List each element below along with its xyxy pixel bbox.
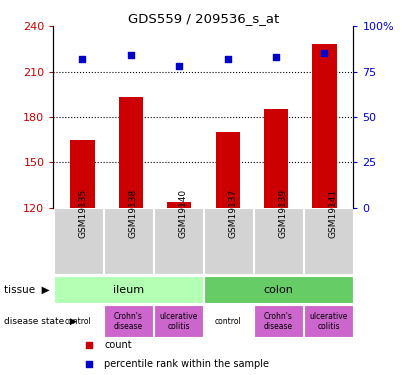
Text: disease state  ▶: disease state ▶ <box>4 317 77 326</box>
Bar <box>254 208 303 274</box>
Text: GSM19135: GSM19135 <box>79 189 88 238</box>
Bar <box>312 44 337 208</box>
Text: Crohn's
disease: Crohn's disease <box>264 312 293 331</box>
Text: GSM19137: GSM19137 <box>229 189 238 238</box>
Point <box>86 361 93 367</box>
Text: count: count <box>104 340 132 350</box>
Text: GSM19138: GSM19138 <box>128 189 137 238</box>
Text: GSM19141: GSM19141 <box>328 189 337 238</box>
Title: GDS559 / 209536_s_at: GDS559 / 209536_s_at <box>128 12 279 25</box>
Bar <box>304 208 353 274</box>
Bar <box>304 305 353 337</box>
Text: colon: colon <box>263 285 293 294</box>
Bar <box>104 305 153 337</box>
Point <box>86 342 93 348</box>
Bar <box>204 305 253 337</box>
Text: ileum: ileum <box>113 285 144 294</box>
Bar <box>104 208 153 274</box>
Bar <box>154 305 203 337</box>
Text: ulcerative
colitis: ulcerative colitis <box>159 312 198 331</box>
Bar <box>204 208 253 274</box>
Bar <box>54 276 203 303</box>
Text: tissue  ▶: tissue ▶ <box>4 285 50 294</box>
Bar <box>154 208 203 274</box>
Text: GSM19140: GSM19140 <box>178 189 187 238</box>
Bar <box>167 202 192 208</box>
Text: control: control <box>215 317 242 326</box>
Bar <box>119 98 143 208</box>
Point <box>176 63 182 69</box>
Text: GSM19139: GSM19139 <box>279 189 287 238</box>
Bar <box>264 110 288 208</box>
Point <box>79 56 86 62</box>
Text: control: control <box>65 317 92 326</box>
Bar <box>204 276 353 303</box>
Bar <box>215 132 240 208</box>
Bar <box>54 305 103 337</box>
Text: ulcerative
colitis: ulcerative colitis <box>309 312 348 331</box>
Point <box>224 56 231 62</box>
Bar <box>70 140 95 208</box>
Point <box>127 52 134 58</box>
Bar <box>54 208 103 274</box>
Point <box>321 51 328 57</box>
Point <box>273 54 279 60</box>
Text: percentile rank within the sample: percentile rank within the sample <box>104 359 270 369</box>
Text: Crohn's
disease: Crohn's disease <box>114 312 143 331</box>
Bar <box>254 305 303 337</box>
